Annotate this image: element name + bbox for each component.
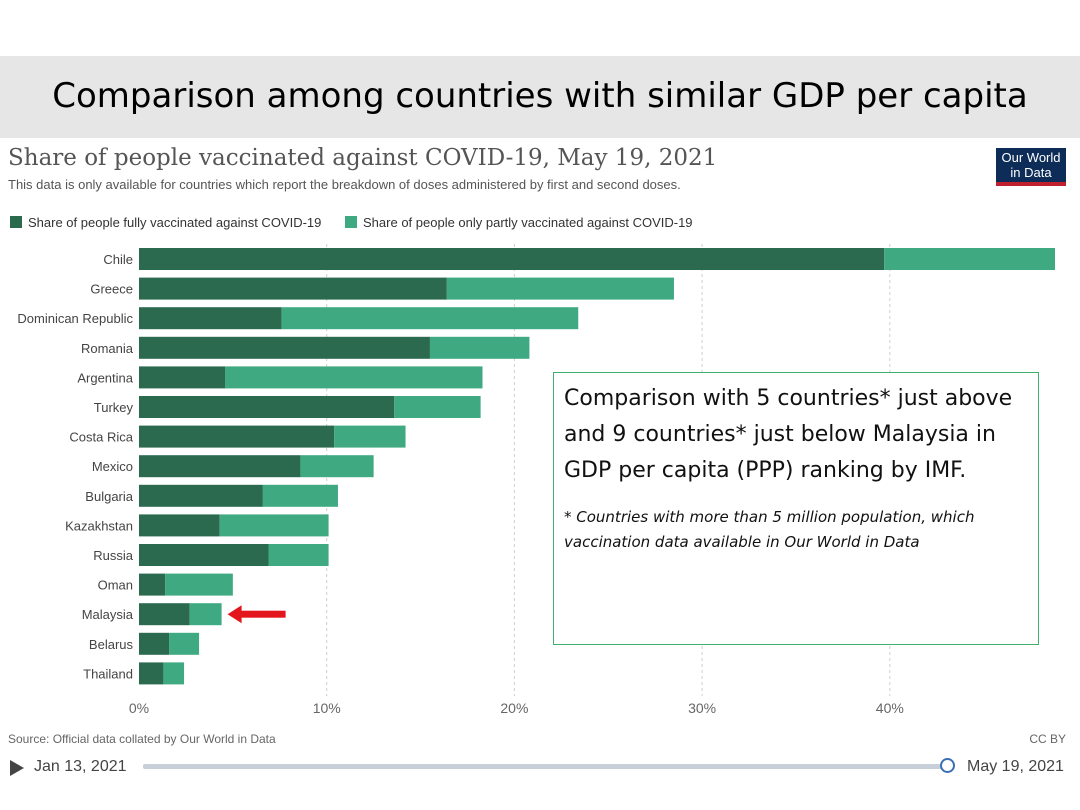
category-label: Bulgaria — [85, 489, 133, 504]
bar-fully — [139, 307, 282, 330]
bar-fully — [139, 662, 164, 685]
slide-title: Comparison among countries with similar … — [52, 76, 1028, 116]
legend-swatch-fully — [10, 216, 22, 228]
timeline: Jan 13, 2021 May 19, 2021 — [0, 752, 1080, 782]
annotation-box: Comparison with 5 countries* just above … — [553, 372, 1039, 645]
owid-logo-line2: in Data — [1010, 165, 1052, 180]
bar-partly — [165, 573, 233, 596]
red-arrow-shaft — [240, 610, 286, 618]
bar-fully — [139, 336, 430, 359]
play-icon[interactable] — [10, 760, 24, 776]
category-label: Thailand — [83, 666, 133, 681]
highlight-marker — [227, 605, 286, 624]
timeline-track[interactable] — [143, 764, 948, 769]
bar-partly — [334, 425, 406, 448]
bar-partly — [262, 484, 338, 507]
bar-partly — [189, 603, 222, 626]
timeline-start-date[interactable]: Jan 13, 2021 — [34, 758, 127, 775]
x-tick-label: 10% — [313, 700, 341, 716]
category-label: Belarus — [89, 637, 134, 652]
category-label: Mexico — [92, 459, 133, 474]
category-label: Malaysia — [82, 607, 134, 622]
annotation-footnote: * Countries with more than 5 million pop… — [564, 508, 975, 551]
annotation-main-text: Comparison with 5 countries* just above … — [564, 386, 1013, 483]
bar-fully — [139, 248, 885, 270]
bar-partly — [268, 544, 329, 566]
bar-fully — [139, 277, 447, 300]
legend-swatch-partly — [345, 216, 358, 228]
bar-partly — [219, 514, 329, 537]
category-label: Romania — [81, 341, 134, 356]
owid-logo-line1: Our World — [1001, 150, 1061, 165]
bar-partly — [225, 366, 483, 389]
bar-partly — [163, 662, 185, 685]
legend-label-fully: Share of people fully vaccinated against… — [28, 215, 322, 230]
category-label: Turkey — [94, 400, 134, 415]
x-axis-ticks: 0% 10% 20% 30% 40% — [129, 700, 904, 716]
chart-subtitle: This data is only available for countrie… — [8, 177, 681, 192]
bar-fully — [139, 425, 335, 448]
x-tick-label: 20% — [500, 700, 528, 716]
x-tick-label: 0% — [129, 700, 149, 716]
bars — [139, 248, 1055, 685]
category-label: Dominican Republic — [17, 311, 133, 326]
category-label: Chile — [103, 252, 133, 267]
bar-fully — [139, 455, 301, 478]
owid-logo[interactable]: Our World in Data — [996, 148, 1066, 186]
chart-legend: Share of people fully vaccinated against… — [10, 215, 713, 230]
category-labels: Chile Greece Dominican Republic Romania Arge… — [17, 252, 133, 681]
bar-fully — [139, 366, 226, 389]
chart-title: Share of people vaccinated against COVID… — [8, 145, 718, 171]
legend-item-fully[interactable]: Share of people fully vaccinated against… — [10, 215, 321, 230]
bar-fully — [139, 514, 220, 537]
bar-partly — [300, 455, 374, 478]
slide-title-band — [0, 56, 1080, 138]
bar-partly — [394, 396, 481, 418]
bar-partly — [429, 336, 530, 359]
category-label: Greece — [90, 282, 133, 297]
timeline-handle[interactable] — [940, 758, 955, 773]
bar-fully — [139, 484, 263, 507]
bar-fully — [139, 544, 269, 566]
category-label: Oman — [98, 578, 133, 593]
license-link[interactable]: CC BY — [1029, 732, 1066, 746]
legend-item-partly[interactable]: Share of people only partly vaccinated a… — [345, 215, 693, 230]
bar-partly — [281, 307, 579, 330]
bar-partly — [884, 248, 1055, 270]
bar-fully — [139, 573, 166, 596]
bar-fully — [139, 632, 170, 655]
x-tick-label: 30% — [688, 700, 716, 716]
category-label: Costa Rica — [69, 430, 133, 445]
bar-chart: Chile Greece Dominican Republic Romania Arge… — [17, 244, 1055, 716]
timeline-end-date[interactable]: May 19, 2021 — [967, 758, 1064, 775]
bar-partly — [446, 277, 674, 300]
x-tick-label: 40% — [876, 700, 904, 716]
red-arrow-head — [227, 605, 242, 624]
category-label: Kazakhstan — [65, 518, 133, 533]
bar-fully — [139, 396, 395, 418]
bar-partly — [169, 632, 200, 655]
source-note: Source: Official data collated by Our Wo… — [8, 732, 276, 746]
category-label: Russia — [93, 548, 134, 563]
category-label: Argentina — [77, 370, 133, 385]
bar-fully — [139, 603, 190, 626]
legend-label-partly: Share of people only partly vaccinated a… — [363, 215, 693, 230]
